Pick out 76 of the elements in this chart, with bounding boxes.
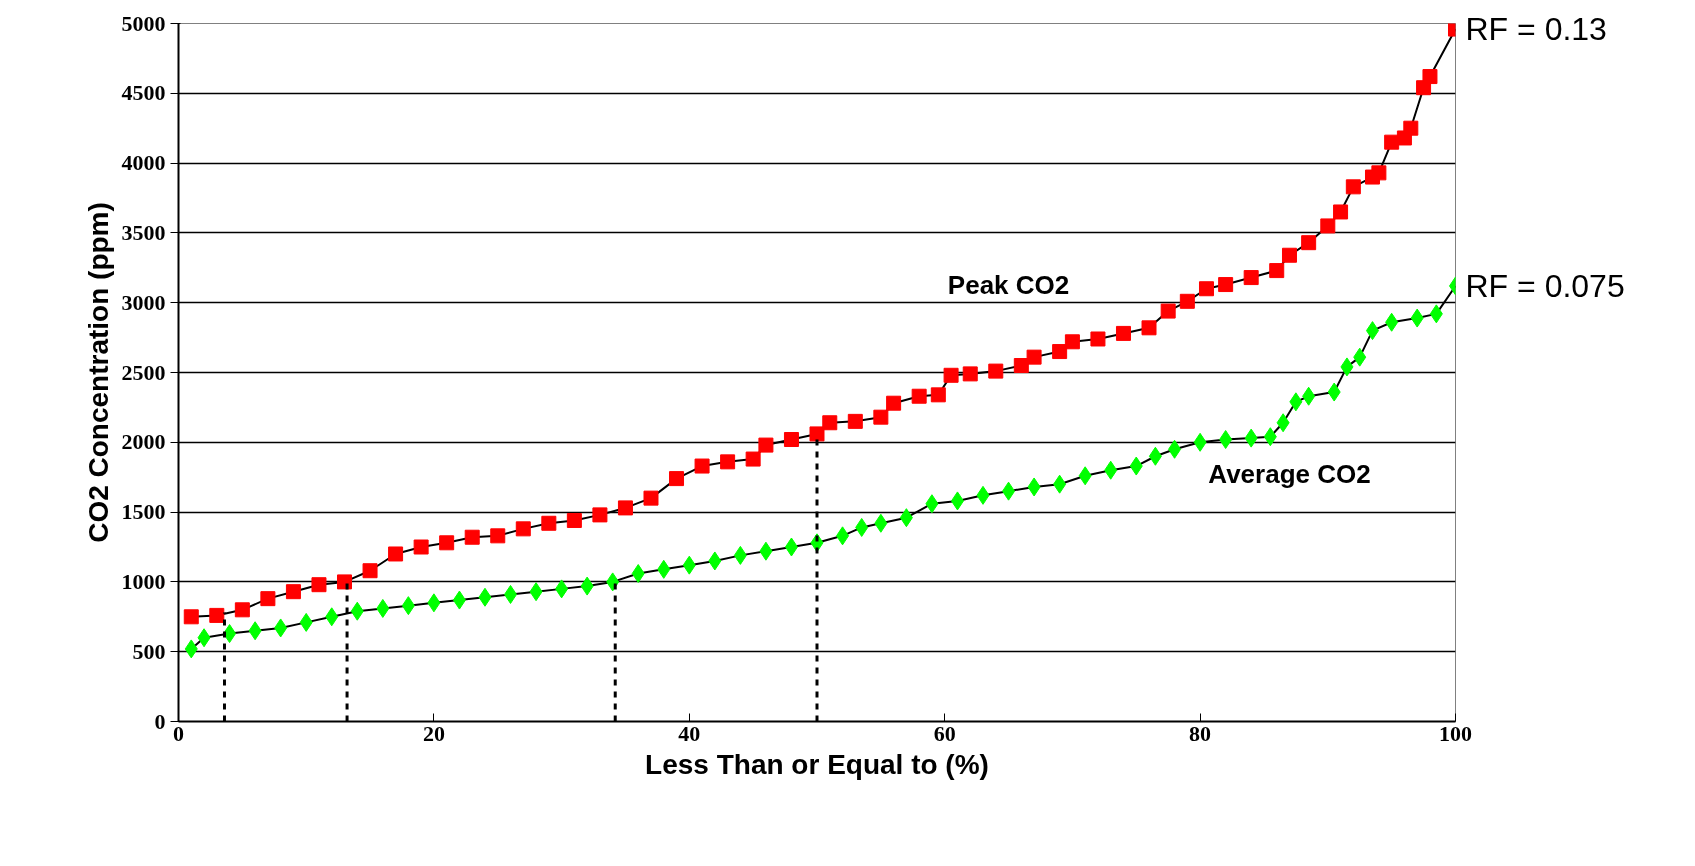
point (682, 555, 696, 575)
point (1053, 474, 1067, 494)
point (1193, 432, 1207, 452)
point (1385, 312, 1399, 332)
point (899, 508, 913, 528)
point (606, 572, 620, 592)
point (1002, 481, 1016, 501)
point (733, 545, 747, 565)
point (478, 587, 492, 607)
point (1340, 357, 1354, 377)
point (1104, 460, 1118, 480)
point (759, 541, 773, 561)
point (836, 526, 850, 546)
annotation: RF = 0.13 (1465, 11, 1607, 48)
y-tick-label: 2500 (121, 359, 166, 385)
point (1263, 427, 1277, 447)
point (529, 582, 543, 602)
point (925, 494, 939, 514)
point (657, 559, 671, 579)
x-tick-label: 40 (678, 720, 701, 746)
x-axis-title: Less Than or Equal to (%) (645, 748, 989, 780)
x-tick-label: 0 (173, 720, 184, 746)
point (580, 576, 594, 596)
point (1244, 428, 1258, 448)
x-tick-label: 20 (422, 720, 445, 746)
y-tick-label: 4500 (121, 80, 166, 106)
annotation: RF = 0.075 (1465, 267, 1625, 304)
point (1168, 439, 1182, 459)
y-tick-label: 1000 (121, 568, 166, 594)
point (350, 601, 364, 621)
point (708, 551, 722, 571)
point (1327, 382, 1341, 402)
point (325, 607, 339, 627)
point (504, 584, 518, 604)
point (976, 485, 990, 505)
x-tick-label: 100 (1439, 720, 1472, 746)
point (1365, 321, 1379, 341)
y-tick-label: 500 (132, 638, 166, 664)
y-tick-label: 3000 (121, 289, 166, 315)
point (376, 598, 390, 618)
point (1302, 386, 1316, 406)
point (1027, 477, 1041, 497)
point (299, 612, 313, 632)
point (784, 537, 798, 557)
point (248, 621, 262, 641)
point (1429, 304, 1443, 324)
point (274, 618, 288, 638)
point (631, 564, 645, 584)
x-tick-label: 60 (933, 720, 956, 746)
point (1129, 456, 1143, 476)
point (1219, 430, 1233, 450)
y-tick-label: 3500 (121, 219, 166, 245)
point (1353, 347, 1367, 367)
y-axis-title: CO2 Concentration (ppm) (82, 202, 114, 543)
point (223, 624, 237, 644)
point (1289, 392, 1303, 412)
point (184, 639, 198, 659)
point (427, 593, 441, 613)
annotation: Average CO2 (1208, 458, 1371, 489)
point (197, 628, 211, 648)
point (855, 517, 869, 537)
point (1410, 308, 1424, 328)
point (1078, 466, 1092, 486)
point (401, 596, 415, 616)
point (452, 590, 466, 610)
annotation: Peak CO2 (947, 270, 1070, 301)
point (1276, 413, 1290, 433)
y-tick-label: 5000 (121, 10, 166, 36)
point (950, 491, 964, 511)
point (555, 579, 569, 599)
y-tick-label: 2000 (121, 429, 166, 455)
point (874, 513, 888, 533)
x-tick-label: 80 (1189, 720, 1212, 746)
y-tick-label: 4000 (121, 150, 166, 176)
point (1148, 446, 1162, 466)
y-tick-label: 1500 (121, 499, 166, 525)
